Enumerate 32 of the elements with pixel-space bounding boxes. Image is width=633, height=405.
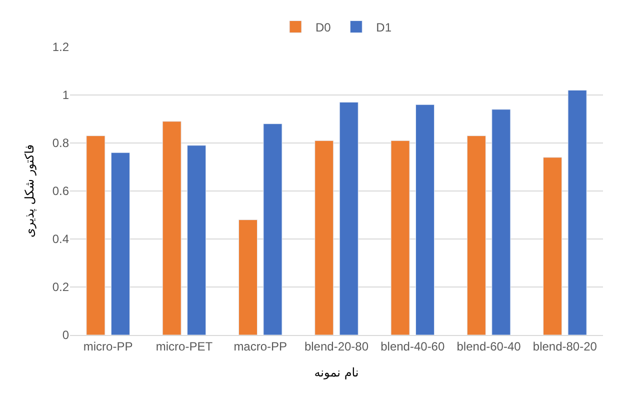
y-tick-label: 0.4 bbox=[52, 232, 70, 246]
x-tick-label: blend-60-40 bbox=[456, 339, 522, 354]
x-tick-label: micro-PET bbox=[156, 339, 214, 354]
bar bbox=[238, 220, 258, 335]
x-tick-label: micro-PP bbox=[83, 339, 133, 354]
x-tick-label: blend-80-20 bbox=[532, 339, 598, 354]
bar bbox=[466, 136, 486, 335]
bar bbox=[339, 102, 358, 335]
x-tick-label: macro-PP bbox=[234, 339, 288, 354]
x-tick-label: blend-20-80 bbox=[304, 339, 369, 354]
bar bbox=[86, 136, 106, 335]
bar bbox=[568, 90, 587, 335]
y-tick-label: 1 bbox=[62, 88, 70, 102]
y-axis-title: فاکتور شکل پذیری bbox=[22, 144, 37, 238]
bar bbox=[110, 152, 130, 335]
bar bbox=[263, 124, 282, 335]
y-tick-label: 0 bbox=[62, 328, 70, 342]
x-tick-label: blend-40-60 bbox=[380, 339, 445, 354]
y-tick-label: 1.2 bbox=[52, 40, 70, 54]
bar bbox=[162, 121, 182, 335]
y-tick-label: 0.2 bbox=[52, 280, 70, 294]
legend-label: D1 bbox=[376, 20, 392, 34]
bar bbox=[543, 157, 562, 335]
bar bbox=[492, 109, 511, 335]
x-axis-title: نام نمونه bbox=[314, 365, 359, 380]
bar bbox=[314, 140, 334, 335]
legend-label: D0 bbox=[316, 20, 332, 34]
y-tick-label: 0.6 bbox=[52, 184, 70, 198]
bar bbox=[187, 145, 206, 335]
bar bbox=[390, 140, 410, 335]
y-tick-label: 0.8 bbox=[52, 136, 70, 150]
bar bbox=[415, 104, 435, 335]
